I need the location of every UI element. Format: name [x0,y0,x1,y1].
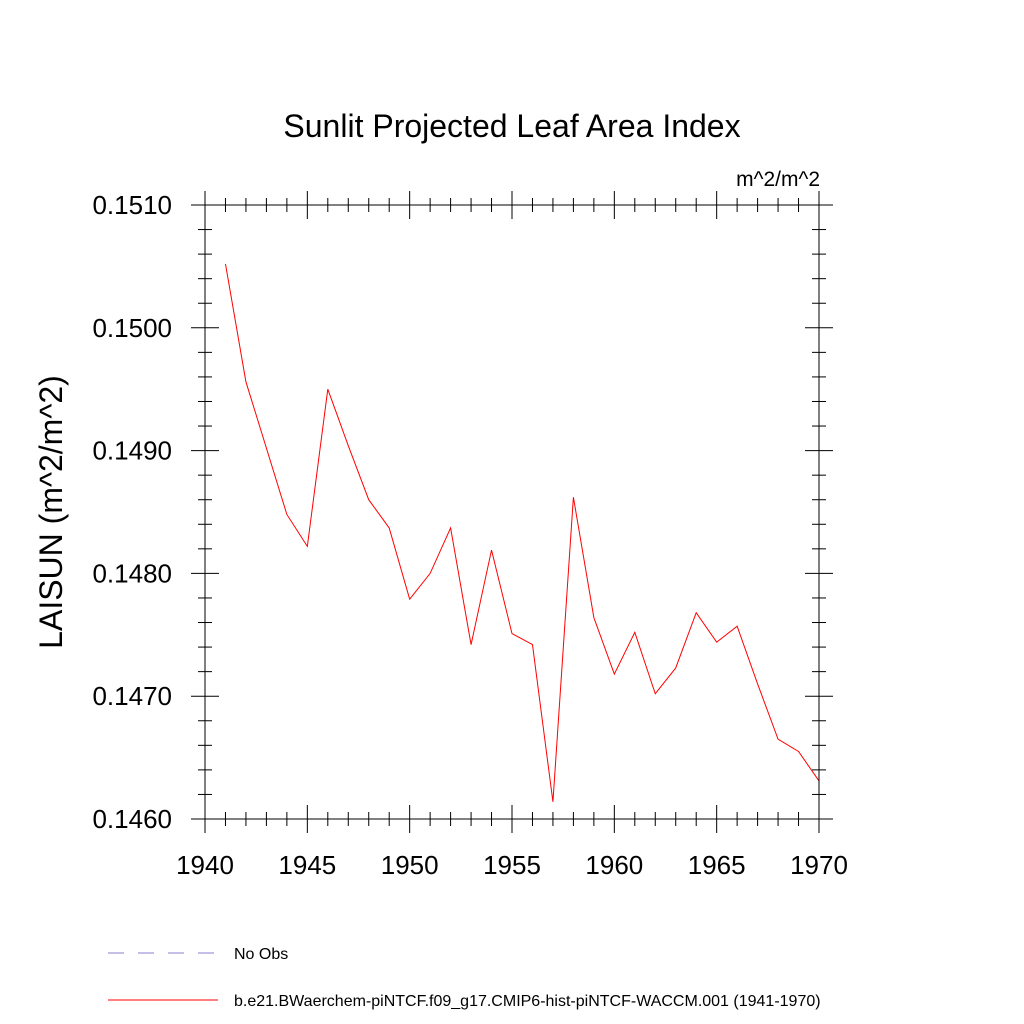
x-tick-label: 1955 [483,850,541,880]
x-tick-label: 1950 [381,850,439,880]
plot-frame [204,204,820,820]
x-tick-label: 1965 [688,850,746,880]
y-tick-label: 0.1480 [92,558,172,588]
y-tick-label: 0.1500 [92,313,172,343]
x-tick-label: 1960 [585,850,643,880]
x-tick-label: 1970 [790,850,848,880]
major-ticks [191,191,833,833]
legend-label: b.e21.BWaerchem-piNTCF.f09_g17.CMIP6-his… [234,993,821,1010]
x-tick-label: 1940 [176,850,234,880]
y-tick-labels: 0.1460 0.1470 0.1480 0.1490 0.1500 0.1510 [92,190,172,834]
y-tick-label: 0.1470 [92,681,172,711]
series-layer [224,263,820,802]
y-tick-label: 0.1510 [92,190,172,220]
x-tick-label: 1945 [278,850,336,880]
units-label: m^2/m^2 [736,168,820,191]
legend: No Obs b.e21.BWaerchem-piNTCF.f09_g17.CMI… [108,946,821,1010]
x-tick-labels: 1940 1945 1950 1955 1960 1965 1970 [176,850,848,880]
chart-title: Sunlit Projected Leaf Area Index [283,108,740,144]
y-tick-label: 0.1490 [92,436,172,466]
y-axis-label: LAISUN (m^2/m^2) [33,375,69,649]
y-tick-label: 0.1460 [92,804,172,834]
legend-label: No Obs [234,946,288,963]
series-line [224,263,820,802]
minor-ticks [198,198,826,826]
